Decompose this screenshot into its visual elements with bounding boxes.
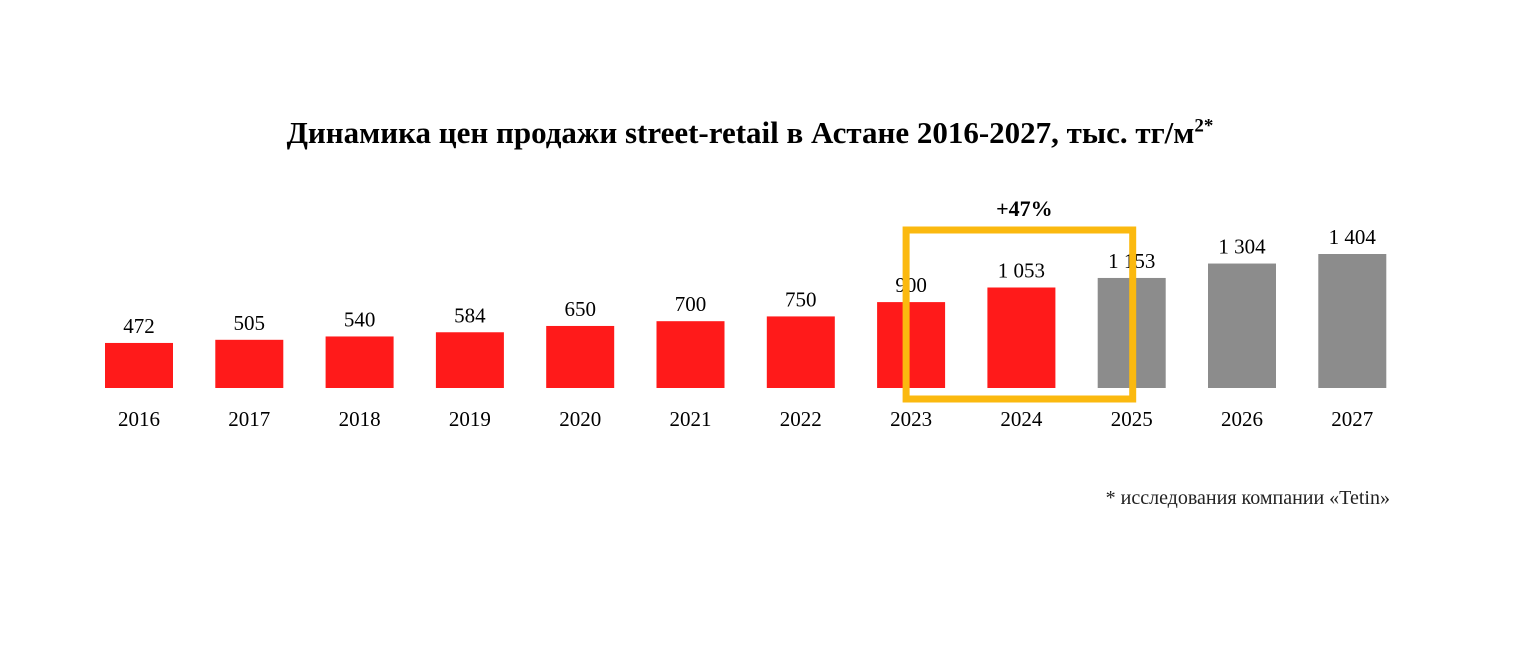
value-label-2019: 584: [454, 303, 486, 327]
x-tick-label-2017: 2017: [228, 407, 270, 431]
value-label-2020: 650: [564, 297, 596, 321]
chart-title: Динамика цен продажи street-retail в Аст…: [0, 115, 1500, 151]
value-label-2016: 472: [123, 314, 155, 338]
value-label-2024: 1 053: [998, 259, 1045, 283]
value-label-2017: 505: [234, 311, 266, 335]
bar-2018: [325, 336, 394, 388]
value-label-2021: 700: [675, 292, 707, 316]
value-label-2023: 900: [895, 273, 927, 297]
highlight-box: [902, 226, 1137, 403]
bar-2020: [546, 325, 615, 388]
value-label-2027: 1 404: [1329, 225, 1377, 249]
x-tick-label-2027: 2027: [1331, 407, 1373, 431]
bar-2022: [766, 316, 835, 388]
bar-2023: [877, 302, 946, 388]
bar-2016: [105, 342, 173, 388]
bar-2026: [1208, 263, 1276, 388]
value-label-2026: 1 304: [1218, 235, 1266, 259]
x-tick-label-2016: 2016: [118, 407, 160, 431]
value-label-2018: 540: [344, 307, 376, 331]
x-tick-label-2024: 2024: [1000, 407, 1043, 431]
value-label-2022: 750: [785, 287, 817, 311]
x-tick-label-2018: 2018: [339, 407, 381, 431]
chart-title-text: Динамика цен продажи street-retail в Аст…: [286, 115, 1195, 150]
x-tick-label-2021: 2021: [670, 407, 712, 431]
footnote: * исследования компании «Tetin»: [1105, 487, 1390, 509]
x-tick-label-2026: 2026: [1221, 407, 1263, 431]
bar-2024: [987, 287, 1056, 388]
x-tick-label-2019: 2019: [449, 407, 491, 431]
bar-2021: [656, 321, 725, 388]
bar-2019: [435, 332, 504, 388]
x-tick-label-2023: 2023: [890, 407, 932, 431]
x-tick-label-2020: 2020: [559, 407, 601, 431]
x-tick-label-2022: 2022: [780, 407, 822, 431]
bar-2017: [215, 339, 284, 388]
bar-2027: [1318, 254, 1387, 388]
x-tick-label-2025: 2025: [1111, 407, 1153, 431]
chart-title-sup: 2*: [1194, 115, 1214, 137]
growth-label: +47%: [996, 196, 1053, 221]
